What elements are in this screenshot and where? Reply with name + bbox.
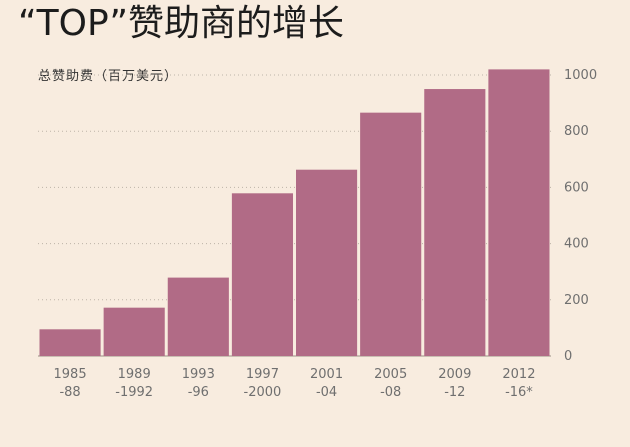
x-tick-label: 1985 -88 <box>54 367 87 400</box>
bar <box>488 69 550 356</box>
bar <box>103 307 165 356</box>
x-tick-label: 1989 -1992 <box>115 367 153 400</box>
bar <box>424 89 486 357</box>
bar <box>39 329 101 356</box>
x-tick-labels: 1985 -88 1989 -1992 1993 -96 1997 -2000 2001 -04 2… <box>54 367 536 400</box>
bar <box>167 277 229 356</box>
y-tick-label: 600 <box>564 180 589 195</box>
x-tick-label: 2012 -16* <box>502 367 535 400</box>
y-axis-label: 总赞助费（百万美元） <box>38 69 179 84</box>
bar <box>296 169 358 356</box>
y-tick-label: 200 <box>564 293 589 308</box>
x-tick-label: 2001 -04 <box>310 367 343 400</box>
y-tick-labels: 0 200 400 600 800 1000 <box>564 68 597 364</box>
y-tick-label: 1000 <box>564 68 597 83</box>
x-tick-label: 2009 -12 <box>438 367 471 400</box>
chart-title: “TOP”赞助商的增长 <box>18 3 345 44</box>
x-tick-label: 1997 -2000 <box>244 367 282 400</box>
x-tick-label: 2005 -08 <box>374 367 407 400</box>
y-tick-label: 0 <box>564 349 572 364</box>
y-tick-label: 800 <box>564 124 589 139</box>
y-tick-label: 400 <box>564 237 589 252</box>
bar <box>231 193 293 356</box>
bar <box>360 112 422 357</box>
bars <box>39 69 550 357</box>
x-tick-label: 1993 -96 <box>182 367 215 400</box>
